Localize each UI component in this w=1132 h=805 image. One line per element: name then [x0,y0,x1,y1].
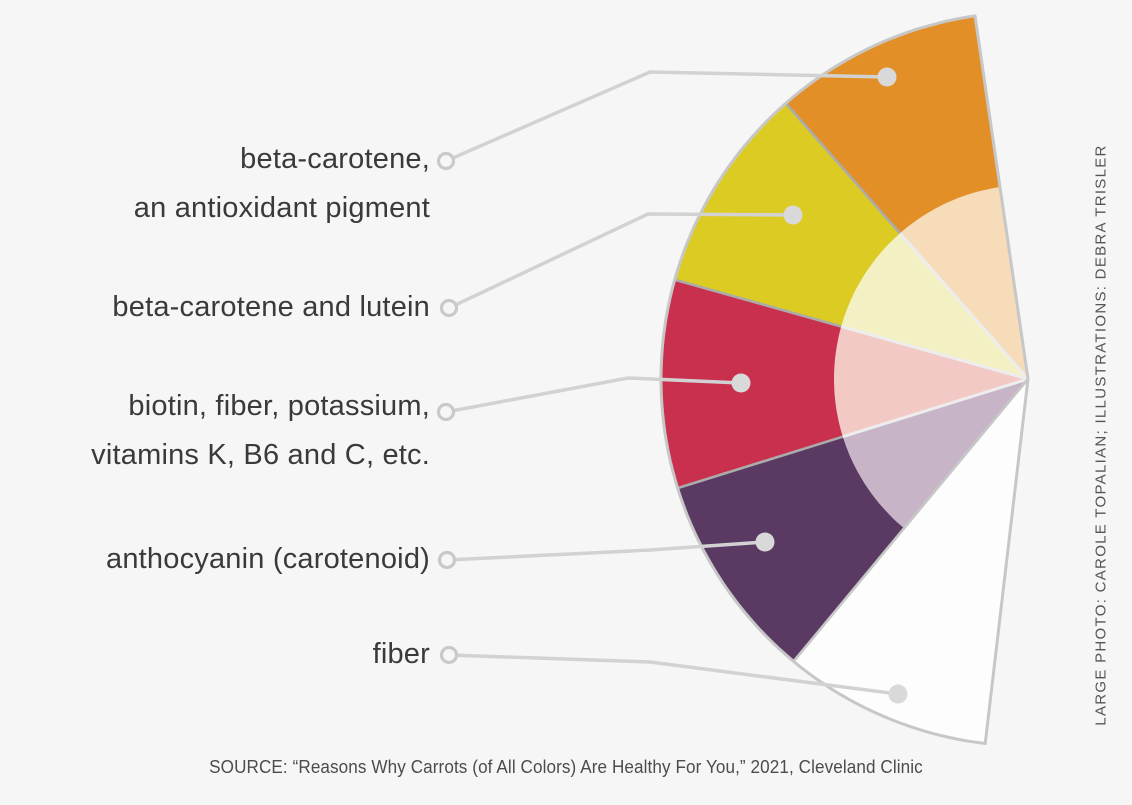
leader-ring-beta-carotene [436,151,456,171]
leader-ring-beta-carotene-lutein [439,298,459,318]
leader-line-fiber [447,653,900,696]
label-biotin-fiber-potassium-line-2: vitamins K, B6 and C, etc. [91,439,430,471]
fan-separator [792,378,1030,663]
label-fiber-line-1: fiber [372,638,430,670]
fan-separator [784,102,901,235]
label-beta-carotene-line-2: an antioxidant pigment [133,192,430,224]
label-anthocyanin: anthocyanin (carotenoid) [0,535,430,584]
fan-separator [840,325,1029,381]
photo-illustration-credit: LARGE PHOTO: CAROLE TOPALIAN; ILLUSTRATI… [1092,144,1110,726]
label-beta-carotene-lutein-line-1: beta-carotene and lutein [112,291,430,323]
leader-dot-anthocyanin [755,532,775,552]
label-beta-carotene-line-1: beta-carotene, [240,143,430,175]
leader-line-beta-carotene [444,70,889,163]
fan-segment-red-inner [834,326,1028,437]
leader-ring-biotin-fiber-potassium [436,402,456,422]
source-citation: SOURCE: “Reasons Why Carrots (of All Col… [209,757,923,777]
fan-segment-white [793,379,1028,744]
leader-ring-fiber [439,645,459,665]
fan-separator [842,377,1029,439]
leader-ring-anthocyanin [437,550,457,570]
fan-separator [674,278,842,328]
fan-segment-yellow-inner [841,233,1028,379]
fan-separator [677,435,844,490]
leader-line-biotin-fiber-potassium [444,376,743,414]
label-fiber: fiber [0,630,430,679]
fan-separator [898,232,1030,380]
label-biotin-fiber-potassium: biotin, fiber, potassium, vitamins K, B6 … [0,382,430,480]
leader-dot-fiber [888,684,908,704]
leader-dot-biotin-fiber-potassium [731,373,751,393]
leader-dot-beta-carotene [877,67,897,87]
fan-segment-purple-inner [842,379,1028,529]
fan-segment-orange-inner [900,187,1028,379]
leader-line-beta-carotene-lutein [447,212,795,310]
label-biotin-fiber-potassium-line-1: biotin, fiber, potassium, [128,390,430,422]
leader-dot-beta-carotene-lutein [783,205,803,225]
leader-line-anthocyanin [445,540,767,562]
label-beta-carotene-lutein: beta-carotene and lutein [0,283,430,332]
label-beta-carotene: beta-carotene, an antioxidant pigment [0,135,430,233]
label-anthocyanin-line-1: anthocyanin (carotenoid) [106,543,430,575]
